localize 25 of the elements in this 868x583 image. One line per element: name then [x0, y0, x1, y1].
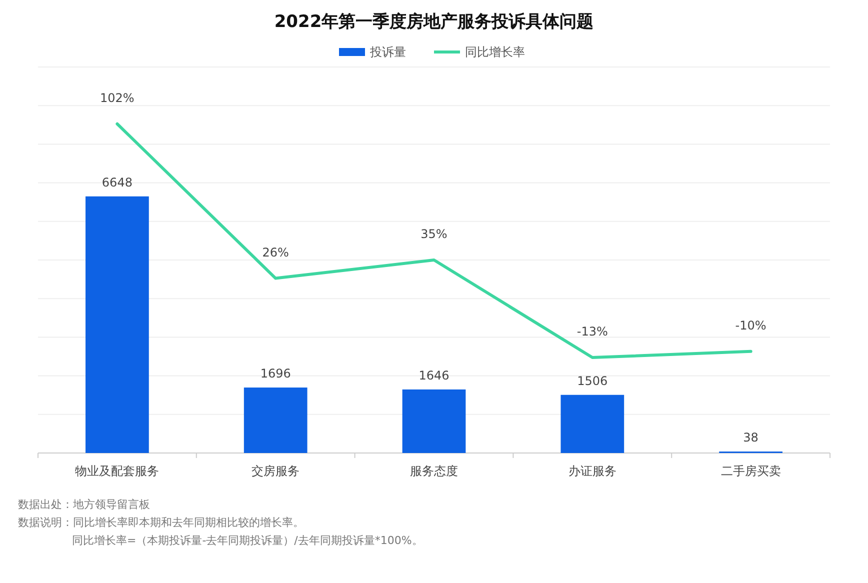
data-label: 38 — [743, 430, 758, 445]
data-label: 26% — [262, 245, 289, 260]
data-label: 35% — [420, 227, 448, 241]
x-tick-label: 物业及配套服务 — [75, 464, 160, 478]
legend-label: 同比增长率 — [465, 45, 525, 59]
data-label: -13% — [576, 324, 608, 339]
text: 数据说明：同比增长率即本期和去年同期相比较的增长率。 — [18, 516, 304, 529]
chart-title: 2022年第一季度房地产服务投诉具体问题 — [274, 12, 594, 32]
bar — [402, 389, 466, 453]
data-label: 1696 — [260, 366, 291, 381]
text: 同比增长率=（本期投诉量-去年同期投诉量）/去年同期投诉量*100%。 — [72, 534, 423, 547]
x-tick-label: 交房服务 — [252, 464, 300, 478]
x-tick-label: 办证服务 — [568, 464, 616, 478]
data-label: 102% — [100, 90, 134, 105]
bar — [244, 388, 308, 453]
data-label: 1646 — [418, 368, 450, 382]
x-tick-label: 服务态度 — [410, 464, 458, 478]
data-label: -10% — [735, 318, 766, 332]
x-tick-label: 二手房买卖 — [720, 464, 781, 478]
bar — [86, 196, 149, 453]
data-label: 1506 — [577, 374, 608, 388]
text: 数据出处：地方领导留言板 — [18, 498, 150, 511]
legend-label: 投诉量 — [369, 45, 406, 59]
data-label: 6648 — [102, 175, 132, 190]
bar — [560, 394, 624, 453]
